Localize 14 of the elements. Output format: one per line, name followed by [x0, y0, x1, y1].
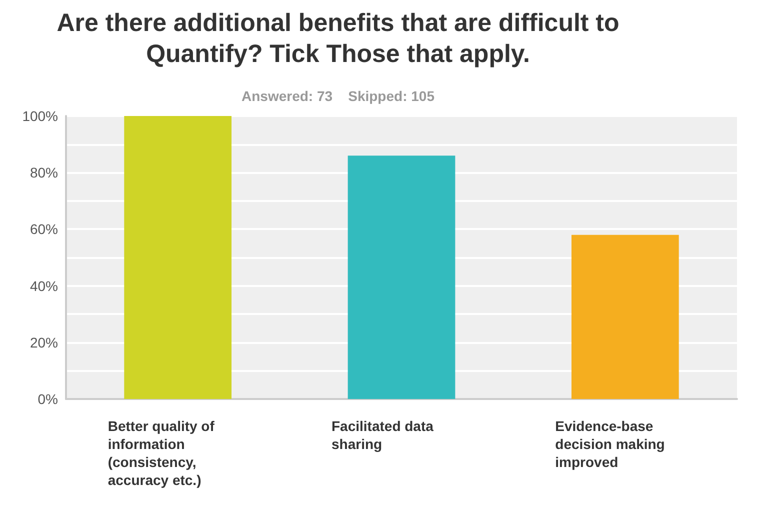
y-tick-label: 40%	[30, 278, 58, 294]
y-tick-label: 20%	[30, 334, 58, 350]
chart-subtitle: Answered: 73 Skipped: 105	[240, 88, 436, 104]
y-tick-label: 0%	[38, 391, 58, 407]
x-tick-label: Evidence-base decision making improved	[555, 418, 669, 470]
x-tick-label: Facilitated data sharing	[332, 418, 438, 452]
bar	[124, 116, 232, 399]
chart-title: Are there additional benefits that are difficult to Quantify? Tick Those that apply.	[56, 8, 620, 70]
y-tick-label: 100%	[22, 108, 58, 124]
bar	[571, 234, 679, 399]
y-tick-label: 60%	[30, 221, 58, 238]
y-tick-label: 80%	[30, 164, 58, 181]
bar	[348, 156, 456, 399]
x-tick-label: Better quality of information (consistency, accuracy etc.)	[108, 418, 218, 488]
